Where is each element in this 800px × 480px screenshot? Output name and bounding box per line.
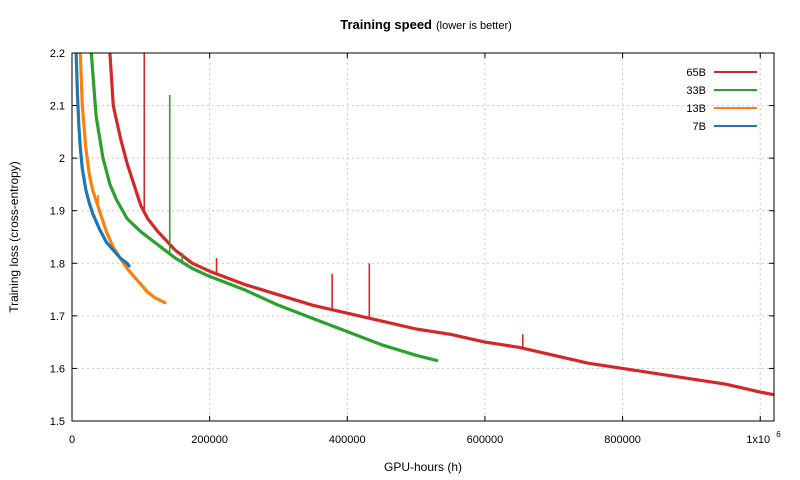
y-tick-label: 1.9 [50, 206, 65, 218]
grid [72, 53, 774, 421]
x-tick-label: 800000 [604, 434, 641, 446]
y-axis-label: Training loss (cross-entropy) [7, 161, 21, 313]
legend-label-7b: 7B [693, 121, 706, 133]
plot-frame [71, 52, 775, 422]
x-tick-exponent: 6 [776, 430, 781, 439]
y-tick-label: 1.6 [50, 363, 65, 375]
legend-label-33b: 33B [686, 85, 706, 97]
y-tick-label: 1.8 [50, 258, 65, 270]
legend-label-13b: 13B [686, 103, 706, 115]
y-tick-label: 1.7 [50, 311, 65, 323]
x-axis-label: GPU-hours (h) [384, 460, 462, 474]
x-tick-label: 0 [69, 434, 75, 446]
y-tick-label: 2.2 [50, 48, 65, 60]
series-line-7b [74, 53, 131, 268]
chart-title: Training speed [340, 17, 432, 32]
series-line-65b [108, 53, 774, 397]
chart-subtitle: (lower is better) [436, 20, 512, 32]
x-tick-label: 1x10 [746, 434, 770, 446]
series-line-13b [78, 53, 167, 305]
series-layer [74, 53, 774, 397]
y-tick-label: 1.5 [50, 416, 65, 428]
legend-label-65b: 65B [686, 67, 706, 79]
x-tick-label: 200000 [191, 434, 228, 446]
axis-ticks: 0 200000 400000 600000 800000 1x10 6 1.5 1.6 1.7 1… [50, 48, 782, 446]
legend: 65B 33B 13B 7B [686, 67, 757, 133]
x-tick-label: 600000 [467, 434, 504, 446]
y-tick-label: 2 [59, 153, 65, 165]
y-tick-label: 2.1 [50, 101, 65, 113]
x-tick-label: 400000 [329, 434, 366, 446]
series-line-33b [89, 53, 439, 363]
